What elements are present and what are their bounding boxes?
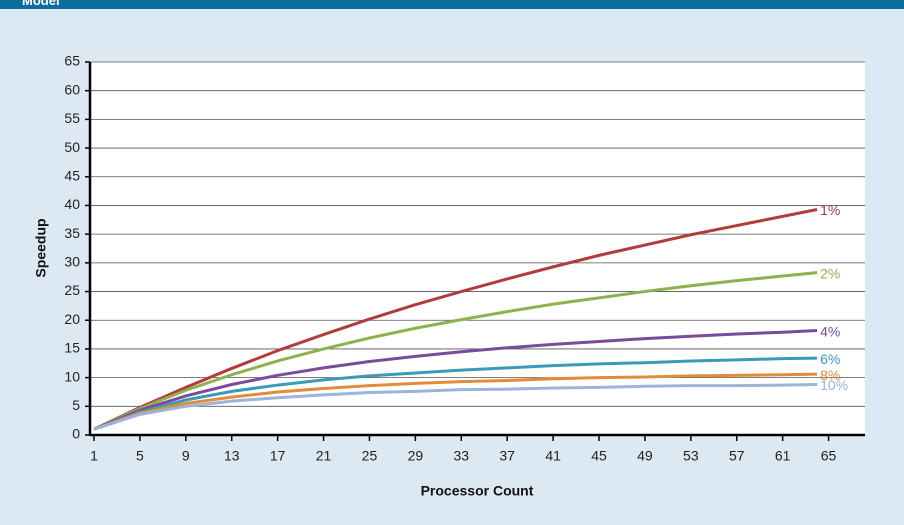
y-tick-label: 20 <box>64 311 80 327</box>
x-tick-label: 61 <box>775 448 791 464</box>
series-line <box>93 356 818 431</box>
x-tick-label: 1 <box>90 448 98 464</box>
series-label: 6% <box>820 351 840 367</box>
y-tick-label: 35 <box>64 225 80 241</box>
x-tick-label: 5 <box>136 448 144 464</box>
y-tick-label: 60 <box>64 81 80 97</box>
series-label: 4% <box>820 323 840 339</box>
y-tick-label: 55 <box>64 110 80 126</box>
series-label: 8% <box>820 367 840 383</box>
y-tick-label: 0 <box>72 426 80 442</box>
x-tick-label: 37 <box>499 448 515 464</box>
series-line <box>93 383 818 431</box>
x-tick-label: 13 <box>224 448 240 464</box>
x-tick-label: 21 <box>316 448 332 464</box>
x-tick-label: 33 <box>453 448 469 464</box>
x-tick-label: 9 <box>182 448 190 464</box>
x-axis-label: Processor Count <box>421 483 534 499</box>
x-tick-label: 65 <box>821 448 837 464</box>
series-line <box>93 372 818 431</box>
series-label: 2% <box>820 265 840 281</box>
x-tick-label: 49 <box>637 448 653 464</box>
y-tick-label: 15 <box>64 340 80 356</box>
x-tick-label: 29 <box>408 448 424 464</box>
y-tick-label: 40 <box>64 196 80 212</box>
series-line <box>93 271 818 431</box>
y-tick-label: 45 <box>64 167 80 183</box>
y-tick-label: 30 <box>64 254 80 270</box>
y-tick-label: 65 <box>64 53 80 69</box>
x-tick-label: 53 <box>683 448 699 464</box>
x-tick-label: 57 <box>729 448 745 464</box>
series-label: 10% <box>820 377 848 393</box>
header-title: Model <box>22 0 60 8</box>
series-line <box>93 208 818 431</box>
x-tick-label: 45 <box>591 448 607 464</box>
y-tick-label: 50 <box>64 139 80 155</box>
x-tick-label: 17 <box>270 448 286 464</box>
y-axis-label: Speedup <box>33 218 49 277</box>
x-tick-label: 25 <box>362 448 378 464</box>
y-tick-label: 10 <box>64 368 80 384</box>
series-label: 1% <box>820 202 840 218</box>
x-tick-label: 41 <box>545 448 561 464</box>
header-bar: Model <box>0 0 904 9</box>
y-tick-label: 25 <box>64 282 80 298</box>
series-line <box>93 329 818 431</box>
y-tick-label: 5 <box>72 397 80 413</box>
